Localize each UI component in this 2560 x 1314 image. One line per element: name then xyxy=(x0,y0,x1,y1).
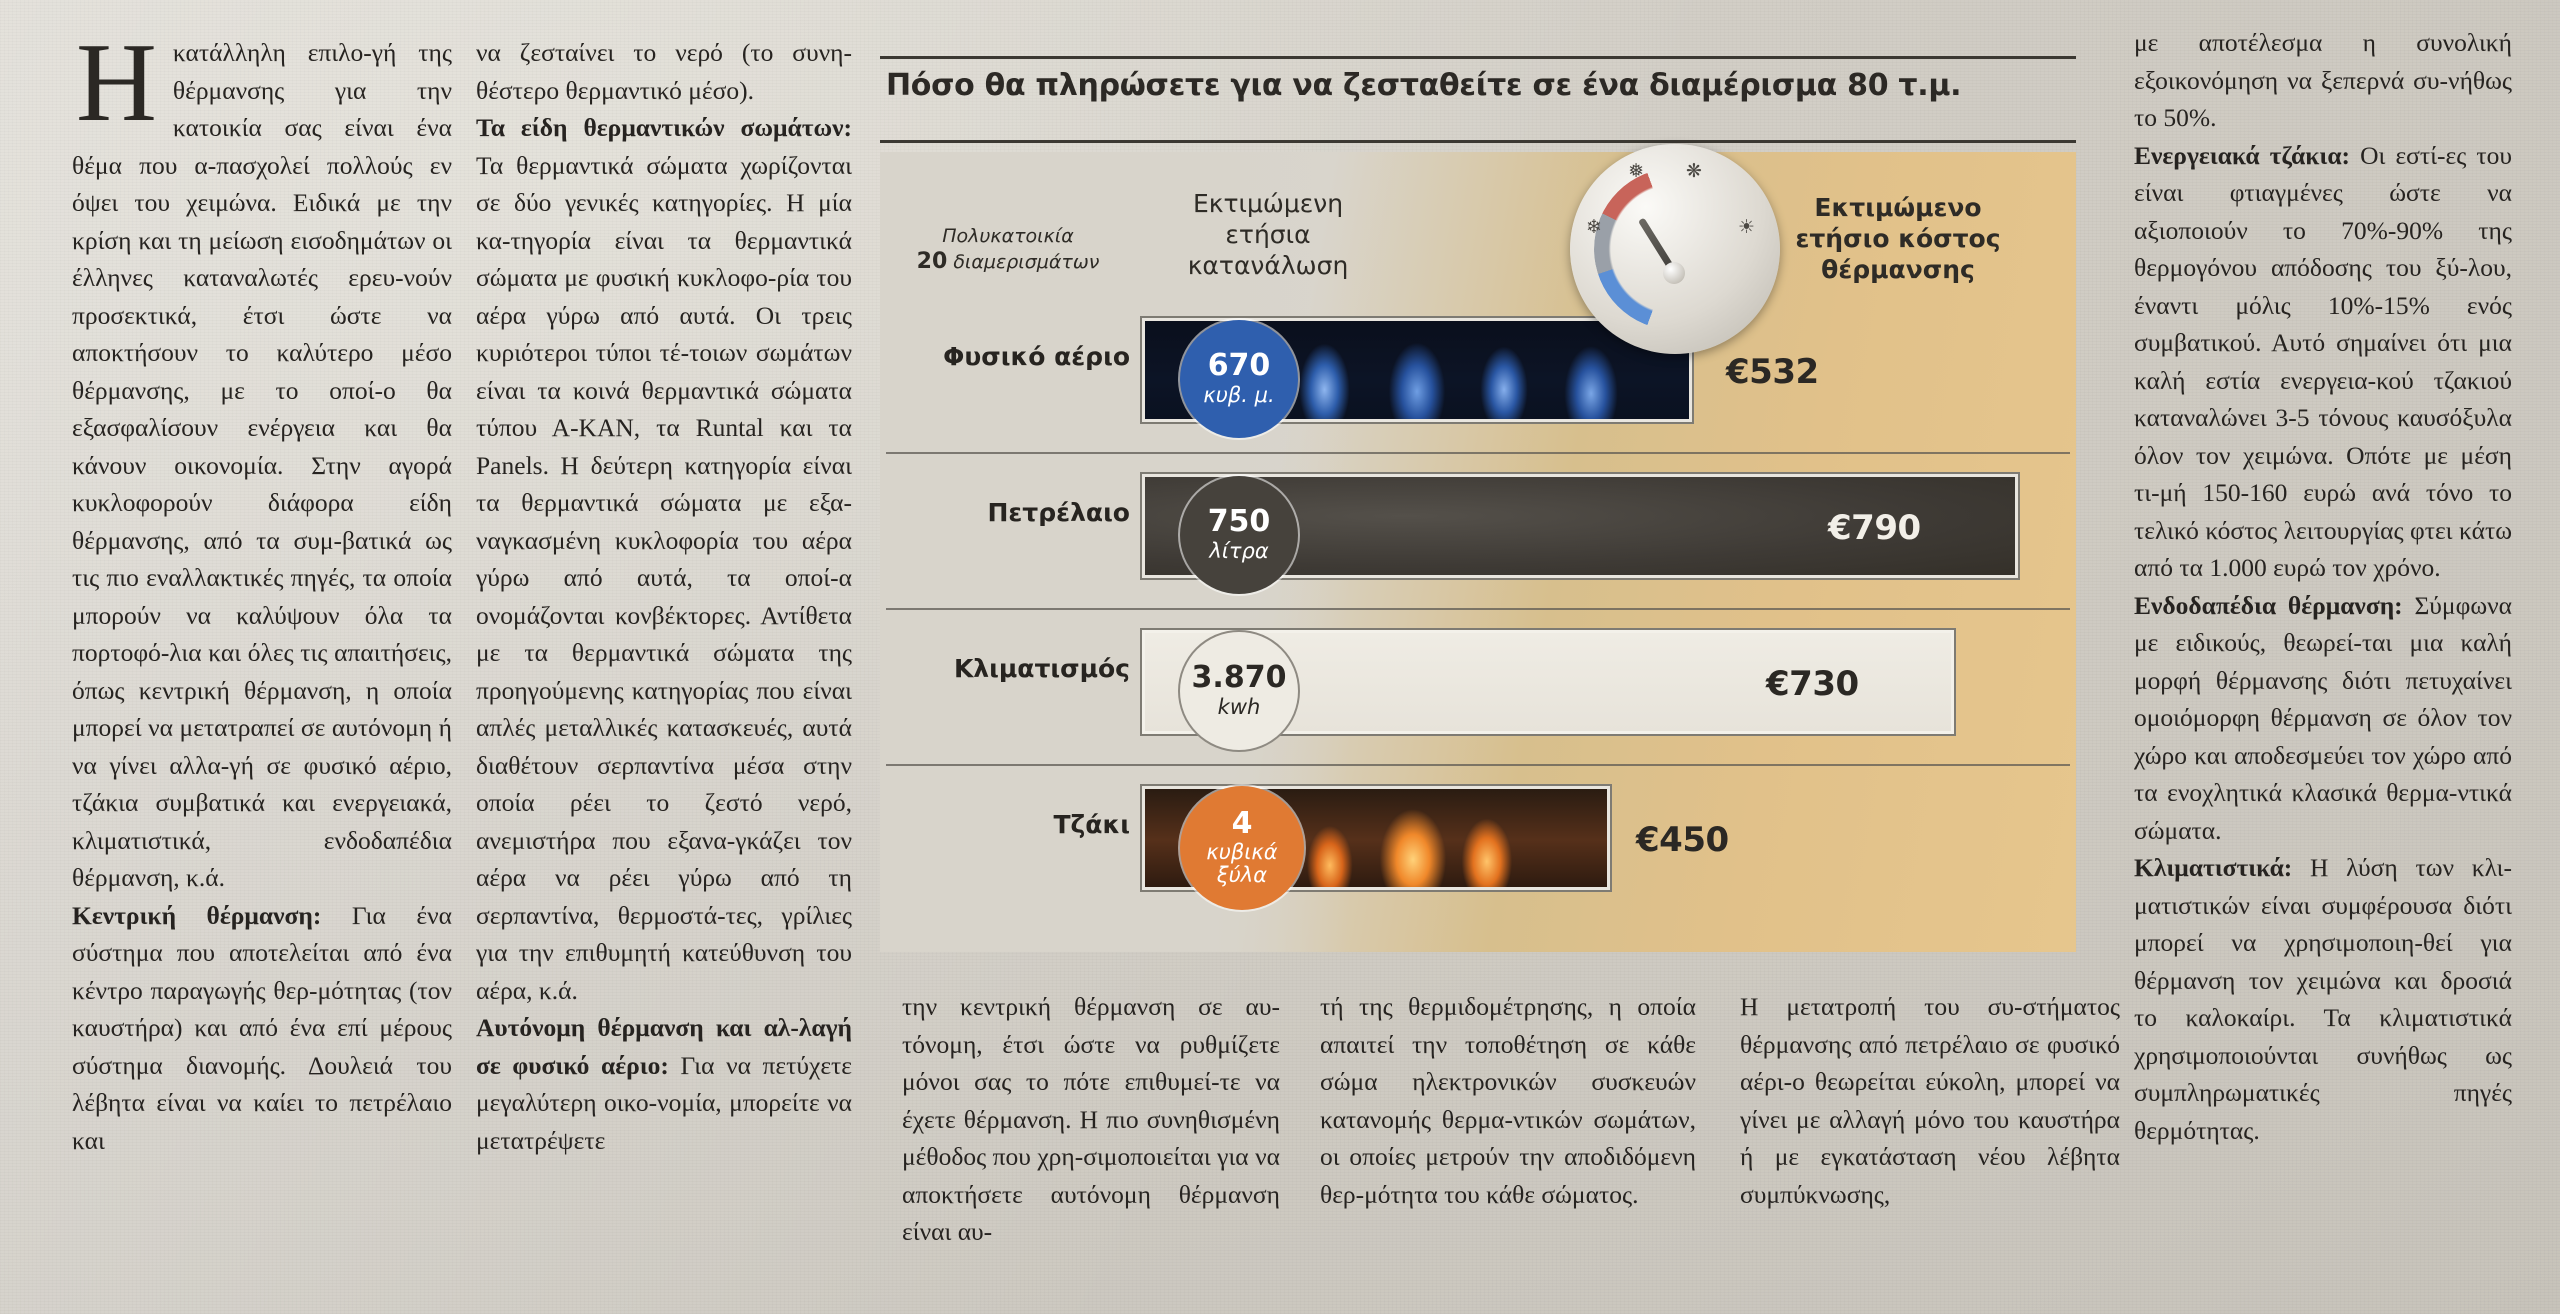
chart-row: Τζάκι 4 κυβικά ξύλα €450 xyxy=(880,764,2076,916)
consumption-unit: kwh xyxy=(1217,695,1261,719)
drop-cap: Η xyxy=(76,21,157,145)
article-column-2: να ζεσταίνει το νερό (το συνη-θέστερο θε… xyxy=(476,34,852,1159)
run-in-heading-2: Ενδοδαπέδια θέρμανση: xyxy=(2134,590,2403,620)
consumption-value: 670 xyxy=(1207,348,1271,383)
apartment-count: 20 xyxy=(916,249,948,274)
consumption-bubble-fireplace: 4 κυβικά ξύλα xyxy=(1180,786,1304,910)
row-label-fireplace: Τζάκι xyxy=(1053,810,1130,839)
run-in-body: Οι εστί-ες του είναι φτιαγμένες ώστε να … xyxy=(2134,140,2512,583)
run-in-paragraph: Ενεργειακά τζάκια: Οι εστί-ες του είναι … xyxy=(2134,137,2512,587)
row-separator xyxy=(886,608,2070,610)
consumption-value: 3.870 xyxy=(1191,660,1287,695)
infographic-headline: Πόσο θα πληρώσετε για να ζεσταθείτε σε έ… xyxy=(886,68,1962,103)
run-in-paragraph-3: Κλιματιστικά: Η λύση των κλι-ματιστικών … xyxy=(2134,849,2512,1149)
chart-header-cost: Εκτιμώμενο ετήσιο κόστος θέρμανσης xyxy=(1768,192,2028,285)
consumption-bubble-gas: 670 κυβ. μ. xyxy=(1180,320,1298,438)
consumption-bubble-oil: 750 λίτρα xyxy=(1180,476,1298,594)
run-in-paragraph: Κεντρική θέρμανση: Για ένα σύστημα που α… xyxy=(72,897,452,1160)
consumption-line-2: ετήσια xyxy=(1225,220,1311,249)
headline-rule-top xyxy=(880,56,2076,59)
cost-label-ac: €730 xyxy=(1766,664,1859,704)
chart-row: Κλιματισμός 3.870 kwh €730 xyxy=(880,608,2076,760)
run-in-body-2: Για να πετύχετε μεγαλύτερη οικο-νομία, μ… xyxy=(476,1050,852,1155)
run-in-body-2: Σύμφωνα με ειδικούς, θεωρεί-ται μια καλή… xyxy=(2134,590,2512,845)
run-in-body-3: Η λύση των κλι-ματιστικών είναι συμφέρου… xyxy=(2134,853,2512,1145)
run-in-heading: Ενεργειακά τζάκια: xyxy=(2134,140,2351,170)
building-line-1: Πολυκατοικία xyxy=(942,225,1074,247)
consumption-value: 4 xyxy=(1231,806,1253,841)
article-column-6: με αποτέλεσμα η συνολική εξοικονόμηση να… xyxy=(2134,24,2512,1149)
infographic: Πόσο θα πληρώσετε για να ζεσταθείτε σε έ… xyxy=(880,28,2076,968)
paragraph: τή της θερμιδομέτρησης, η οποία απαιτεί … xyxy=(1320,992,1696,1209)
run-in-heading: Τα είδη θερμαντικών σωμάτων: xyxy=(476,113,852,142)
paragraph: να ζεσταίνει το νερό (το συνη-θέστερο θε… xyxy=(476,34,852,109)
chart-row: Πετρέλαιο 750 λίτρα €790 xyxy=(880,452,2076,604)
fan-icon: ❅ xyxy=(1628,160,1644,182)
run-in-body: Για ένα σύστημα που αποτελείται από ένα … xyxy=(72,900,452,1155)
cost-line-1: Εκτιμώμενο xyxy=(1814,193,1982,222)
row-label-gas: Φυσικό αέριο xyxy=(943,342,1130,371)
paragraph-text: κατάλληλη επιλο-γή της θέρμανσης για την… xyxy=(72,38,452,892)
article-column-4: τή της θερμιδομέτρησης, η οποία απαιτεί … xyxy=(1320,988,1696,1213)
dial-color-ring xyxy=(1594,168,1756,330)
water-drop-icon: ❋ xyxy=(1686,160,1702,182)
run-in-paragraph: Τα είδη θερμαντικών σωμάτων: Τα θερμαντι… xyxy=(476,109,852,1009)
dial-hub xyxy=(1663,262,1685,284)
paragraph-text: να ζεσταίνει το νερό (το συνη-θέστερο θε… xyxy=(476,38,852,105)
building-line-2: 20 διαμερισμάτων xyxy=(898,249,1118,275)
run-in-heading-3: Κλιματιστικά: xyxy=(2134,853,2293,882)
consumption-value: 750 xyxy=(1207,504,1271,539)
run-in-heading: Κεντρική θέρμανση: xyxy=(72,900,322,930)
chart-area: Πολυκατοικία 20 διαμερισμάτων Εκτιμώμενη… xyxy=(880,144,2076,952)
consumption-unit: λίτρα xyxy=(1209,539,1269,563)
run-in-paragraph-2: Αυτόνομη θέρμανση και αλ-λαγή σε φυσικό … xyxy=(476,1009,852,1159)
chart-header-building: Πολυκατοικία 20 διαμερισμάτων xyxy=(898,224,1118,275)
consumption-line-3: κατανάλωση xyxy=(1187,251,1349,280)
paragraph: την κεντρική θέρμανση σε αυ-τόνομη, έτσι… xyxy=(902,992,1280,1246)
chart-header-consumption: Εκτιμώμενη ετήσια κατανάλωση xyxy=(1138,188,1398,281)
run-in-paragraph-2: Ενδοδαπέδια θέρμανση: Σύμφωνα με ειδικού… xyxy=(2134,587,2512,850)
cost-label-gas: €532 xyxy=(1726,352,1819,392)
snowflake-icon: ❄ xyxy=(1586,216,1602,238)
consumption-unit: κυβικά ξύλα xyxy=(1206,840,1278,887)
row-separator xyxy=(886,764,2070,766)
row-separator xyxy=(886,452,2070,454)
cost-line-2: ετήσιο κόστος xyxy=(1795,224,2001,253)
consumption-unit: κυβ. μ. xyxy=(1203,383,1275,407)
cost-label-fireplace: €450 xyxy=(1636,820,1729,860)
headline-rule-bottom xyxy=(880,140,2076,143)
thermostat-dial-illustration: ❄ ❅ ❋ ☀ xyxy=(1570,144,1780,354)
article-column-5: Η μετατροπή του συ-στήματος θέρμανσης απ… xyxy=(1740,988,2120,1213)
run-in-heading-2: Αυτόνομη θέρμανση και αλ-λαγή σε φυσικό … xyxy=(476,1013,852,1080)
cost-label-oil: €790 xyxy=(1828,508,1921,548)
chart-row: Φυσικό αέριο 670 κυβ. μ. €532 xyxy=(880,296,2076,448)
run-in-body: Τα θερμαντικά σώματα χωρίζονται σε δύο γ… xyxy=(476,150,852,1005)
row-label-oil: Πετρέλαιο xyxy=(987,498,1130,527)
cost-line-3: θέρμανσης xyxy=(1821,255,1975,284)
article-column-3: την κεντρική θέρμανση σε αυ-τόνομη, έτσι… xyxy=(902,988,1280,1251)
consumption-line-1: Εκτιμώμενη xyxy=(1192,189,1344,218)
paragraph: Η μετατροπή του συ-στήματος θέρμανσης απ… xyxy=(1740,992,2120,1209)
consumption-bubble-ac: 3.870 kwh xyxy=(1180,632,1298,750)
paragraph: με αποτέλεσμα η συνολική εξοικονόμηση να… xyxy=(2134,28,2512,132)
sun-icon: ☀ xyxy=(1738,216,1756,238)
apartment-word: διαμερισμάτων xyxy=(953,251,1100,273)
row-label-ac: Κλιματισμός xyxy=(953,654,1130,683)
